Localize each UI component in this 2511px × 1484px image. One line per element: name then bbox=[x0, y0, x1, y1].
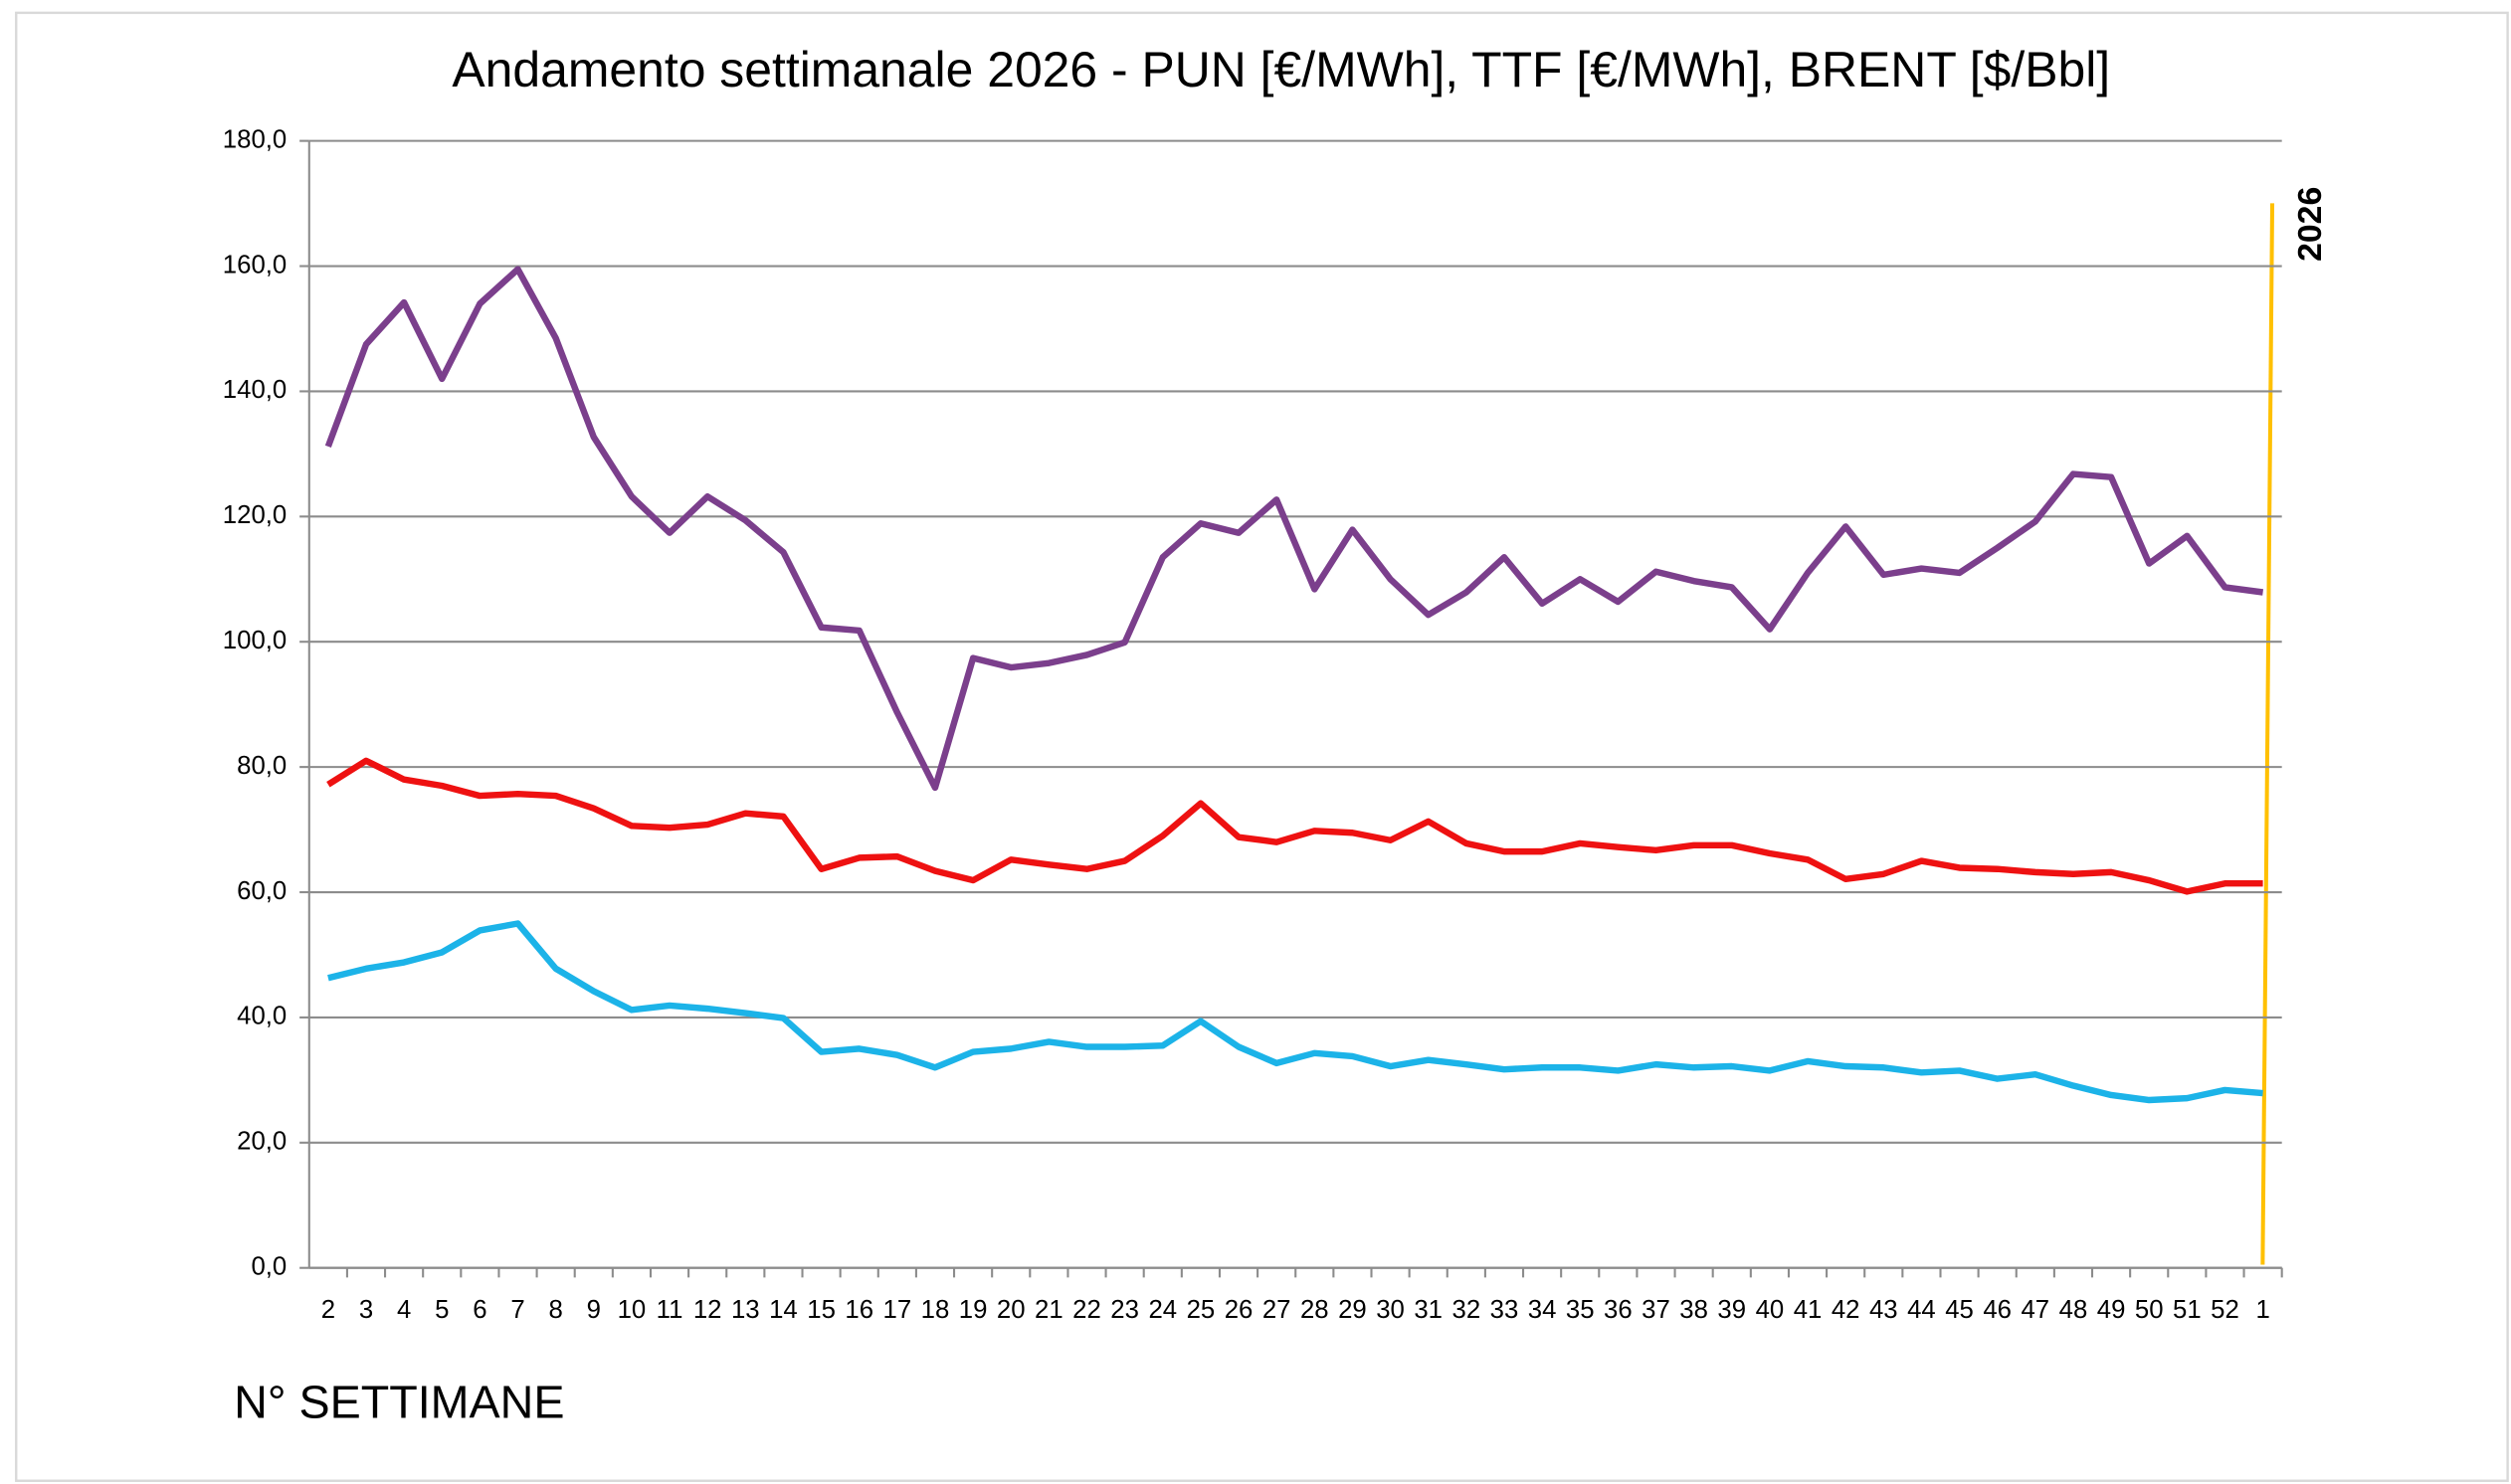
x-tick-label: 51 bbox=[2173, 1296, 2202, 1324]
x-tick-label: 23 bbox=[1110, 1296, 1139, 1324]
x-tick-label: 20 bbox=[997, 1296, 1026, 1324]
x-tick-label: 1 bbox=[2255, 1296, 2269, 1324]
x-tick-label: 24 bbox=[1148, 1296, 1177, 1324]
x-tick-label: 9 bbox=[587, 1296, 601, 1324]
x-tick-label: 12 bbox=[693, 1296, 722, 1324]
x-tick-label: 2 bbox=[321, 1296, 335, 1324]
x-tick-label: 40 bbox=[1756, 1296, 1785, 1324]
x-tick-label: 45 bbox=[1945, 1296, 1974, 1324]
x-tick-label: 8 bbox=[548, 1296, 562, 1324]
year-annotation: 2026 bbox=[2291, 187, 2329, 262]
x-tick-label: 47 bbox=[2021, 1296, 2049, 1324]
x-tick-label: 35 bbox=[1566, 1296, 1595, 1324]
x-tick-label: 3 bbox=[359, 1296, 373, 1324]
x-tick-label: 44 bbox=[1907, 1296, 1936, 1324]
series-line bbox=[327, 920, 2263, 1104]
y-tick-label: 60,0 bbox=[237, 877, 287, 905]
x-tick-label: 43 bbox=[1869, 1296, 1898, 1324]
x-tick-label: 28 bbox=[1300, 1296, 1329, 1324]
x-tick-label: 19 bbox=[959, 1296, 988, 1324]
x-tick-label: 30 bbox=[1376, 1296, 1405, 1324]
y-tick-label: 140,0 bbox=[223, 376, 287, 404]
x-tick-label: 25 bbox=[1187, 1296, 1216, 1324]
x-tick-label: 7 bbox=[510, 1296, 524, 1324]
x-tick-label: 18 bbox=[921, 1296, 950, 1324]
series-line bbox=[326, 757, 2263, 895]
x-tick-label: 52 bbox=[2211, 1296, 2239, 1324]
x-tick-label: 16 bbox=[845, 1296, 873, 1324]
series-line bbox=[324, 266, 2264, 792]
y-tick-label: 160,0 bbox=[223, 251, 287, 278]
y-tick-label: 180,0 bbox=[223, 125, 287, 153]
x-tick-label: 46 bbox=[1983, 1296, 2012, 1324]
x-tick-label: 6 bbox=[473, 1296, 486, 1324]
year-marker-line bbox=[2260, 203, 2275, 1265]
x-tick-label: 41 bbox=[1794, 1296, 1823, 1324]
x-tick-label: 11 bbox=[657, 1296, 683, 1324]
chart-title: Andamento settimanale 2026 - PUN [€/MWh]… bbox=[452, 42, 2110, 97]
x-tick-label: 49 bbox=[2097, 1296, 2126, 1324]
x-tick-label: 22 bbox=[1072, 1296, 1101, 1324]
x-tick-label: 29 bbox=[1338, 1296, 1367, 1324]
y-tick-label: 100,0 bbox=[223, 627, 287, 654]
y-tick-label: 120,0 bbox=[223, 501, 287, 529]
x-tick-label: 13 bbox=[731, 1296, 760, 1324]
x-tick-label: 39 bbox=[1717, 1296, 1746, 1324]
y-tick-label: 80,0 bbox=[237, 752, 287, 780]
x-tick-label: 34 bbox=[1528, 1296, 1557, 1324]
x-tick-label: 14 bbox=[769, 1296, 798, 1324]
x-axis-label: N° SETTIMANE bbox=[234, 1376, 564, 1427]
x-tick-label: 50 bbox=[2135, 1296, 2164, 1324]
x-tick-label: 4 bbox=[397, 1296, 411, 1324]
chart-frame bbox=[15, 11, 2509, 1482]
x-tick-label: 27 bbox=[1262, 1296, 1291, 1324]
y-tick-label: 20,0 bbox=[237, 1128, 287, 1156]
x-tick-label: 37 bbox=[1642, 1296, 1670, 1324]
x-tick-label: 42 bbox=[1832, 1296, 1860, 1324]
y-tick-label: 40,0 bbox=[237, 1003, 287, 1030]
x-tick-label: 15 bbox=[807, 1296, 836, 1324]
x-tick-label: 33 bbox=[1490, 1296, 1519, 1324]
x-tick-label: 38 bbox=[1679, 1296, 1708, 1324]
y-tick-label: 0,0 bbox=[251, 1253, 287, 1281]
x-tick-label: 31 bbox=[1414, 1296, 1443, 1324]
x-tick-label: 10 bbox=[618, 1296, 647, 1324]
x-tick-label: 17 bbox=[883, 1296, 912, 1324]
x-tick-label: 48 bbox=[2059, 1296, 2088, 1324]
x-tick-label: 21 bbox=[1035, 1296, 1063, 1324]
x-tick-label: 36 bbox=[1604, 1296, 1633, 1324]
x-tick-label: 32 bbox=[1452, 1296, 1481, 1324]
x-tick-label: 5 bbox=[435, 1296, 449, 1324]
x-tick-label: 26 bbox=[1225, 1296, 1254, 1324]
